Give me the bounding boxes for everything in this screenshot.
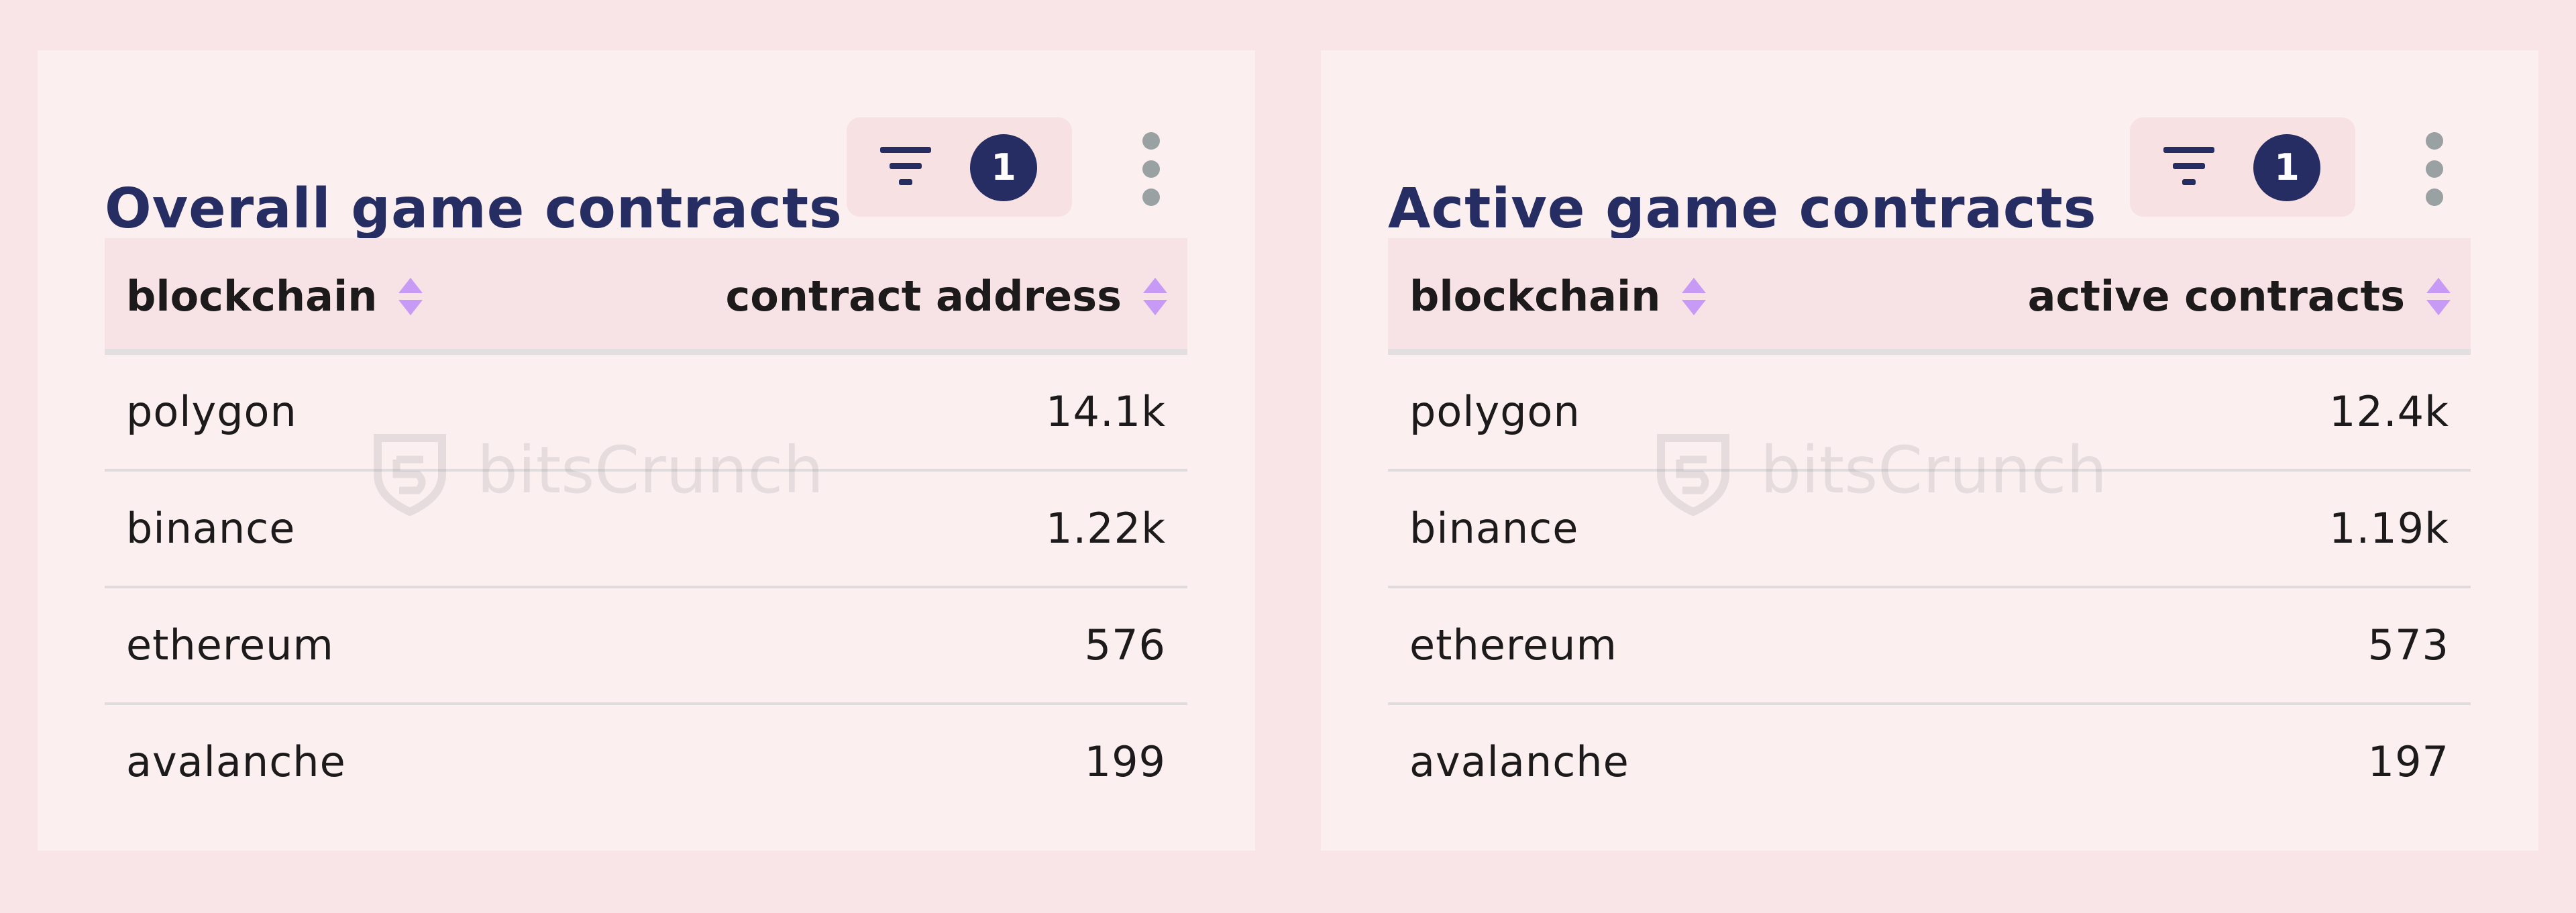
filter-button[interactable]: 1: [2130, 117, 2355, 217]
table-row[interactable]: ethereum 576: [105, 588, 1187, 705]
kebab-menu-icon[interactable]: [1138, 132, 1165, 206]
cell-active-contracts: 12.4k: [2329, 387, 2449, 436]
cell-blockchain: ethereum: [1409, 621, 1617, 669]
column-header-blockchain[interactable]: blockchain: [126, 238, 424, 349]
kebab-menu-icon[interactable]: [2421, 132, 2448, 206]
table-row[interactable]: avalanche 197: [1388, 705, 2471, 819]
cell-blockchain: binance: [126, 504, 296, 553]
table-row[interactable]: polygon 12.4k: [1388, 355, 2471, 472]
filter-count-badge: 1: [2253, 134, 2320, 201]
sort-icon[interactable]: [2425, 276, 2452, 317]
table-row[interactable]: ethereum 573: [1388, 588, 2471, 705]
cell-blockchain: ethereum: [126, 621, 334, 669]
cell-contract-address: 576: [1084, 621, 1166, 669]
sort-icon[interactable]: [1142, 276, 1169, 317]
contracts-table: blockchain contract address polygon 14.1…: [105, 238, 1187, 819]
cell-blockchain: avalanche: [126, 737, 346, 786]
filter-button[interactable]: 1: [847, 117, 1072, 217]
contracts-table: blockchain active contracts polygon 12.4…: [1388, 238, 2471, 819]
cell-active-contracts: 573: [2367, 621, 2449, 669]
cell-active-contracts: 1.19k: [2329, 504, 2449, 553]
table-header: blockchain active contracts: [1388, 238, 2471, 355]
cell-blockchain: binance: [1409, 504, 1579, 553]
cell-contract-address: 14.1k: [1046, 387, 1166, 436]
table-row[interactable]: avalanche 199: [105, 705, 1187, 819]
cell-contract-address: 199: [1084, 737, 1166, 786]
cell-blockchain: polygon: [126, 387, 297, 436]
column-header-contract-address[interactable]: contract address: [725, 238, 1169, 349]
cell-contract-address: 1.22k: [1046, 504, 1166, 553]
panel-title: Overall game contracts: [105, 177, 843, 241]
filter-count-badge: 1: [970, 134, 1037, 201]
cell-active-contracts: 197: [2367, 737, 2449, 786]
cell-blockchain: polygon: [1409, 387, 1580, 436]
table-row[interactable]: binance 1.19k: [1388, 472, 2471, 588]
column-header-active-contracts[interactable]: active contracts: [2028, 238, 2452, 349]
sort-icon[interactable]: [397, 276, 424, 317]
filter-icon: [2163, 147, 2214, 185]
active-game-contracts-panel: Active game contracts 1 blockchain activ…: [1321, 50, 2538, 851]
cell-blockchain: avalanche: [1409, 737, 1629, 786]
sort-icon[interactable]: [1680, 276, 1707, 317]
table-row[interactable]: polygon 14.1k: [105, 355, 1187, 472]
table-header: blockchain contract address: [105, 238, 1187, 355]
table-row[interactable]: binance 1.22k: [105, 472, 1187, 588]
column-header-blockchain[interactable]: blockchain: [1409, 238, 1707, 349]
panel-title: Active game contracts: [1388, 177, 2097, 241]
overall-game-contracts-panel: Overall game contracts 1 blockchain cont…: [38, 50, 1255, 851]
filter-icon: [880, 147, 931, 185]
